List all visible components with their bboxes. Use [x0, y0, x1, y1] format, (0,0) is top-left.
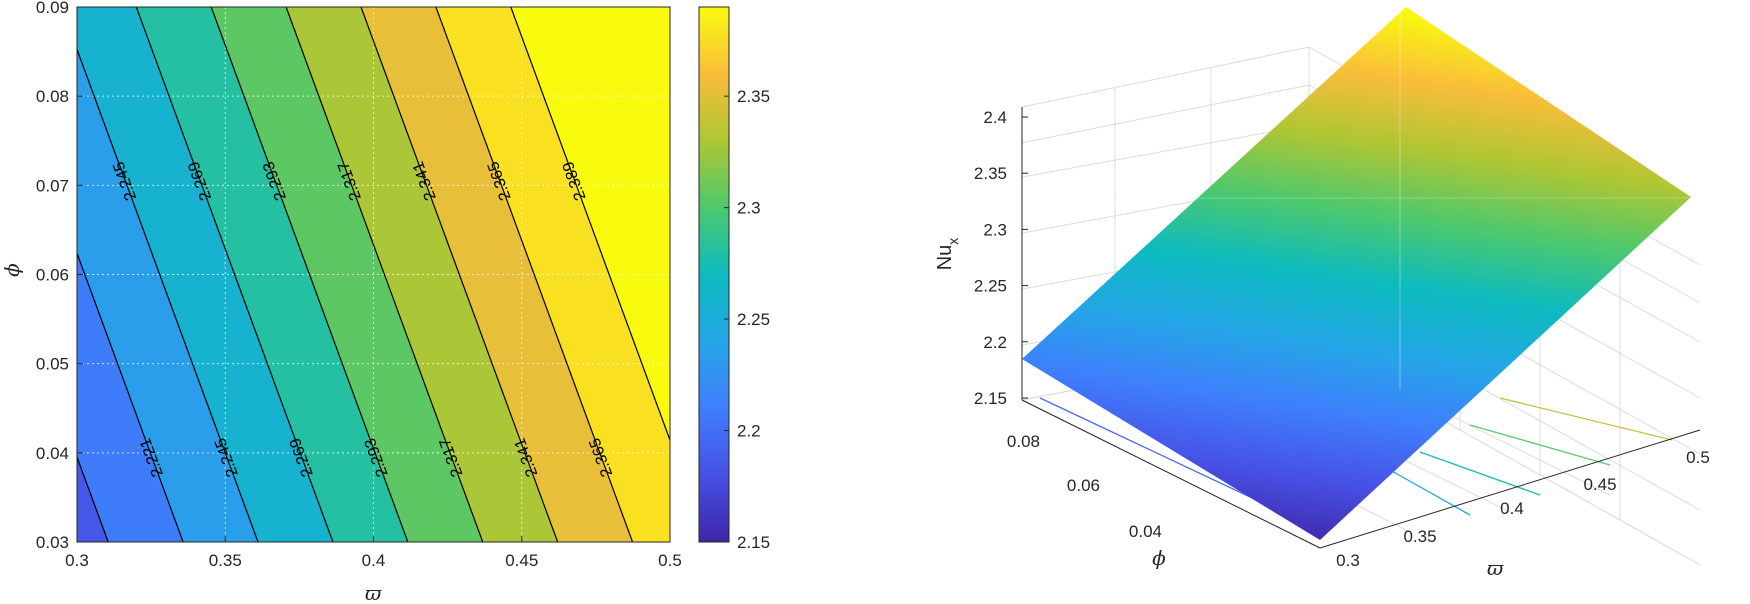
contour-x-tick-label: 0.4	[362, 551, 386, 570]
colorbar: 2.15 2.2 2.25 2.3 2.35	[698, 6, 770, 552]
surface-z-axis-label-sub: x	[945, 238, 961, 245]
contour-line	[210, 7, 409, 542]
contour-y-axis-label: ϕ	[0, 263, 24, 277]
contour-lines	[77, 7, 670, 542]
contour-y-tick-label: 0.03	[36, 533, 69, 552]
surface-z-tick-label: 2.3	[983, 220, 1007, 239]
surface-y-tick-label: 0.08	[1007, 432, 1040, 451]
contour-line	[510, 7, 670, 442]
surface-axes	[1021, 107, 1701, 549]
surface-z-ticks: 2.15 2.2 2.25 2.3 2.35 2.4	[974, 108, 1028, 408]
contour-line	[77, 251, 184, 542]
svg-text:Nux: Nux	[934, 238, 961, 271]
colorbar-ticks: 2.15 2.2 2.25 2.3 2.35	[724, 87, 770, 552]
contour-y-tick-label: 0.09	[36, 0, 69, 17]
contour-y-tick-label: 0.08	[36, 87, 69, 106]
surface-plot: 2.152.22.252.32.352.4 0.040.060.08 0.30.…	[934, 7, 1710, 580]
contour-y-tick-label: 0.06	[36, 266, 69, 285]
contour-line	[285, 7, 484, 542]
surface-y-tick-label: 0.06	[1067, 476, 1100, 495]
surface-patch	[1022, 7, 1691, 540]
contour-y-tick-label: 0.04	[36, 444, 69, 463]
colorbar-gradient	[698, 6, 730, 543]
surface-z-axis-label: Nux	[934, 238, 961, 271]
surface-z-axis-label-main: Nu	[934, 245, 956, 271]
surface-z-tick-label: 2.35	[974, 164, 1007, 183]
surface-x-tick-label: 0.45	[1583, 475, 1616, 494]
contour-x-tick-label: 0.45	[505, 551, 538, 570]
colorbar-tick-label: 2.35	[737, 87, 770, 106]
contour-x-tick-label: 0.5	[658, 551, 682, 570]
surface-z-tick-label: 2.25	[974, 277, 1007, 296]
surface-x-tick-label: 0.3	[1336, 551, 1360, 570]
contour-line	[135, 7, 334, 542]
surface-z-tick-label: 2.4	[983, 108, 1007, 127]
contour-band	[211, 7, 483, 542]
contour-plot: 2.245 2.269 2.293 2.317 2.341 2.365 2.3892.221…	[0, 0, 682, 604]
colorbar-tick-label: 2.25	[737, 310, 770, 329]
colorbar-tick-label: 2.2	[737, 422, 761, 441]
contour-line	[77, 47, 259, 542]
surface-y-ticks: 0.04 0.06 0.08	[1007, 432, 1162, 541]
contour-band	[361, 7, 633, 542]
contour-y-tick-label: 0.07	[36, 176, 69, 195]
contour-band	[77, 7, 333, 542]
surface-x-tick-label: 0.5	[1686, 448, 1710, 467]
surface-x-tick-label: 0.35	[1403, 527, 1436, 546]
surface-z-tick-label: 2.2	[983, 333, 1007, 352]
surface-z-tick-label: 2.15	[974, 389, 1007, 408]
surface-x-axis-label: ϖ	[1487, 556, 1504, 580]
contour-line	[435, 7, 634, 542]
colorbar-tick-label: 2.3	[737, 199, 761, 218]
contour-line	[360, 7, 559, 542]
contour-y-tick-label: 0.05	[36, 355, 69, 374]
surface-x-tick-label: 0.4	[1500, 499, 1524, 518]
contour-band	[286, 7, 558, 542]
contour-y-ticks: 0.03 0.04 0.05 0.06 0.07 0.08 0.09	[36, 0, 83, 552]
colorbar-tick-label: 2.15	[737, 533, 770, 552]
contour-x-axis-label: ϖ	[365, 581, 382, 604]
surface-y-axis-label: ϕ	[1152, 546, 1166, 570]
contour-x-ticks: 0.3 0.35 0.4 0.45 0.5	[65, 536, 682, 570]
contour-x-tick-label: 0.3	[65, 551, 89, 570]
contour-x-tick-label: 0.35	[209, 551, 242, 570]
surface-y-tick-label: 0.04	[1129, 522, 1162, 541]
surface-x-ticks: 0.3 0.35 0.4 0.45 0.5	[1336, 448, 1710, 570]
